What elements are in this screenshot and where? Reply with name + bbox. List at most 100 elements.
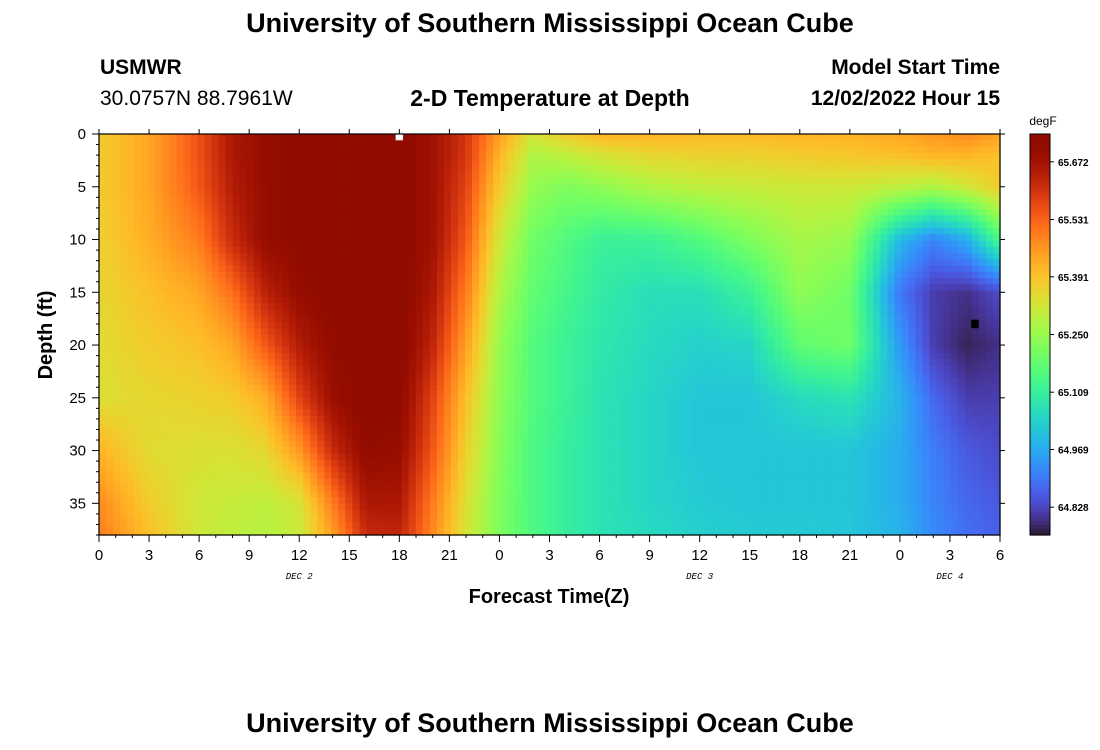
heatmap-cell — [486, 284, 494, 292]
heatmap-cell — [957, 221, 966, 229]
heatmap-cell — [655, 296, 663, 304]
heatmap-cell — [662, 146, 670, 154]
heatmap-cell — [373, 296, 382, 304]
heatmap-cell — [619, 209, 628, 217]
heatmap-cell — [936, 184, 945, 191]
heatmap-cell — [162, 221, 170, 229]
heatmap-cell — [831, 303, 839, 311]
heatmap-cell — [711, 253, 720, 260]
heatmap-cell — [310, 152, 318, 160]
heatmap-cell — [260, 359, 269, 367]
heatmap-cell — [246, 271, 255, 279]
heatmap-cell — [563, 290, 572, 298]
heatmap-cell — [824, 152, 832, 160]
heatmap-cell — [507, 209, 515, 217]
heatmap-cell — [507, 372, 515, 379]
heatmap-cell — [429, 152, 438, 160]
heatmap-cell — [845, 278, 853, 285]
heatmap-cell — [486, 347, 494, 354]
heatmap-cell — [190, 159, 199, 166]
heatmap-cell — [183, 196, 192, 204]
heatmap-cell — [669, 253, 677, 260]
heatmap-cell — [155, 265, 163, 273]
heatmap-cell — [845, 240, 853, 248]
heatmap-cell — [415, 303, 424, 311]
heatmap-cell — [978, 177, 987, 185]
heatmap-cell — [296, 271, 304, 279]
heatmap-cell — [176, 278, 185, 285]
heatmap-cell — [479, 315, 487, 323]
heatmap-cell — [542, 372, 551, 379]
heatmap-cell — [148, 290, 156, 298]
heatmap-cell — [380, 315, 389, 323]
heatmap-cell — [915, 290, 924, 298]
heatmap-cell — [443, 196, 452, 204]
heatmap-cell — [493, 253, 501, 260]
heatmap-cell — [113, 184, 121, 191]
heatmap-cell — [838, 347, 846, 354]
heatmap-cell — [239, 284, 248, 292]
heatmap-cell — [401, 309, 410, 317]
heatmap-cell — [274, 171, 283, 179]
heatmap-cell — [528, 315, 537, 323]
heatmap-cell — [978, 284, 987, 292]
heatmap-cell — [148, 340, 156, 348]
heatmap-cell — [549, 146, 558, 154]
heatmap-cell — [908, 240, 917, 248]
heatmap-cell — [739, 315, 748, 323]
heatmap-cell — [816, 265, 825, 273]
heatmap-cell — [894, 372, 903, 379]
heatmap-cell — [401, 353, 410, 361]
heatmap-cell — [894, 359, 903, 367]
heatmap-cell — [971, 253, 980, 260]
heatmap-cell — [852, 359, 860, 367]
heatmap-cell — [985, 146, 994, 154]
heatmap-cell — [345, 146, 354, 154]
heatmap-cell — [380, 177, 389, 185]
heatmap-cell — [669, 271, 677, 279]
heatmap-cell — [394, 209, 403, 217]
heatmap-cell — [218, 321, 227, 329]
heatmap-cell — [767, 140, 776, 148]
heatmap-cell — [985, 290, 994, 298]
heatmap-cell — [802, 234, 811, 242]
heatmap-cell — [936, 190, 945, 198]
heatmap-cell — [802, 146, 811, 154]
heatmap-cell — [450, 353, 459, 361]
heatmap-cell — [521, 146, 529, 154]
heatmap-cell — [824, 328, 832, 336]
heatmap-cell — [528, 284, 537, 292]
heatmap-cell — [725, 184, 734, 191]
heatmap-cell — [950, 340, 959, 348]
heatmap-cell — [950, 215, 959, 223]
heatmap-cell — [394, 359, 403, 367]
heatmap-cell — [359, 246, 368, 254]
heatmap-cell — [612, 227, 621, 235]
heatmap-cell — [310, 321, 318, 329]
heatmap-cell — [802, 259, 811, 267]
heatmap-cell — [169, 259, 178, 267]
heatmap-cell — [852, 353, 860, 361]
heatmap-cell — [162, 372, 170, 379]
heatmap-cell — [760, 177, 769, 185]
heatmap-cell — [669, 190, 677, 198]
heatmap-cell — [303, 340, 311, 348]
heatmap-cell — [148, 177, 156, 185]
heatmap-cell — [669, 359, 677, 367]
heatmap-cell — [401, 184, 410, 191]
heatmap-cell — [873, 215, 881, 223]
heatmap-cell — [352, 171, 361, 179]
heatmap-cell — [739, 215, 748, 223]
heatmap-cell — [739, 265, 748, 273]
heatmap-cell — [394, 146, 403, 154]
heatmap-cell — [465, 315, 473, 323]
heatmap-cell — [943, 202, 952, 210]
heatmap-cell — [99, 340, 107, 348]
heatmap-cell — [788, 146, 797, 154]
heatmap-cell — [155, 278, 163, 285]
heatmap-cell — [127, 165, 135, 173]
heatmap-cell — [894, 215, 903, 223]
heatmap-cell — [274, 278, 283, 285]
heatmap-cell — [549, 334, 558, 342]
heatmap-cell — [514, 303, 522, 311]
